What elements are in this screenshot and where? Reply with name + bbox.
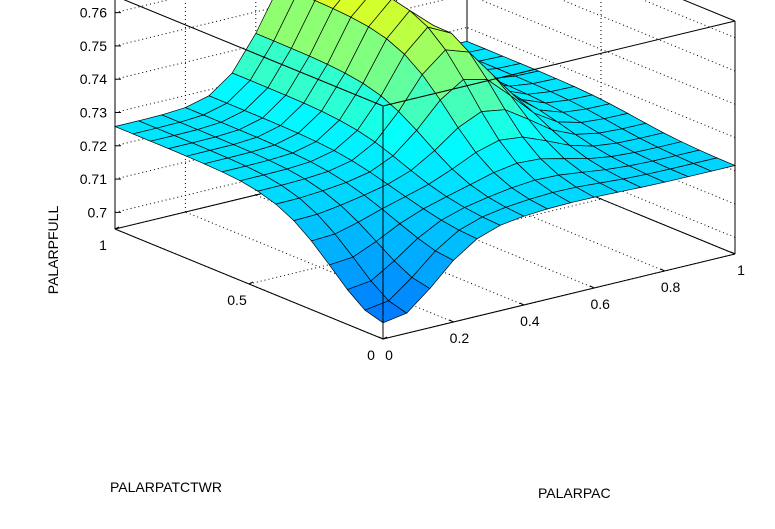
- y-tick-label: 1: [99, 237, 107, 253]
- x-tick-label: 0.2: [450, 330, 470, 346]
- y-tick-mark: [382, 336, 388, 340]
- box-edge: [382, 20, 736, 107]
- grid-line: [248, 198, 602, 285]
- z-tick-label: 0.71: [80, 171, 107, 187]
- surface-mesh: [113, 0, 737, 324]
- grid-line: [479, 0, 736, 105]
- z-tick-label: 0.76: [80, 5, 107, 21]
- grid-line: [641, 0, 736, 39]
- grid-line: [114, 126, 468, 213]
- box-edge: [382, 253, 736, 340]
- x-tick-mark: [519, 302, 525, 306]
- x-tick-label: 0.6: [590, 296, 610, 312]
- z-axis-label: PALARPFULL: [45, 206, 61, 295]
- x-tick-mark: [449, 319, 454, 323]
- x-tick-label: 1: [737, 262, 745, 278]
- x-axis-label: PALARPAC: [538, 485, 611, 501]
- z-tick-label: 0.7: [88, 204, 108, 220]
- grid-line: [396, 160, 665, 272]
- x-tick-mark: [589, 285, 595, 289]
- y-axis-label: PALARPATCTWR: [110, 479, 222, 495]
- box-edge: [682, 0, 736, 22]
- grid-line: [114, 0, 446, 80]
- x-tick-mark: [378, 336, 384, 340]
- x-tick-mark: [730, 251, 736, 255]
- y-tick-label: 0: [367, 347, 375, 363]
- grid-line: [114, 143, 468, 230]
- box-edge: [123, 0, 384, 107]
- surface-patch: [364, 300, 408, 324]
- x-tick-label: 0.8: [661, 279, 681, 295]
- y-tick-mark: [114, 226, 120, 230]
- z-tick-label: 0.73: [80, 105, 107, 121]
- x-tick-label: 0.4: [520, 313, 540, 329]
- x-tick-mark: [660, 268, 665, 272]
- grid-line: [560, 0, 736, 72]
- tick-labels: 0 0.2 0.4 0.6 0.8 1 0 0.5 1 0.7 0.71 0.72 0.73 0.74 0.…: [80, 5, 745, 363]
- grid-line: [114, 27, 468, 113]
- grid-line: [114, 0, 308, 47]
- z-tick-label: 0.75: [80, 38, 107, 54]
- z-tick-label: 0.74: [80, 71, 107, 87]
- y-tick-mark: [248, 281, 254, 285]
- x-tick-label: 0: [385, 347, 393, 363]
- y-tick-label: 0.5: [227, 292, 247, 308]
- grid-line: [114, 93, 468, 180]
- z-tick-label: 0.72: [80, 138, 107, 154]
